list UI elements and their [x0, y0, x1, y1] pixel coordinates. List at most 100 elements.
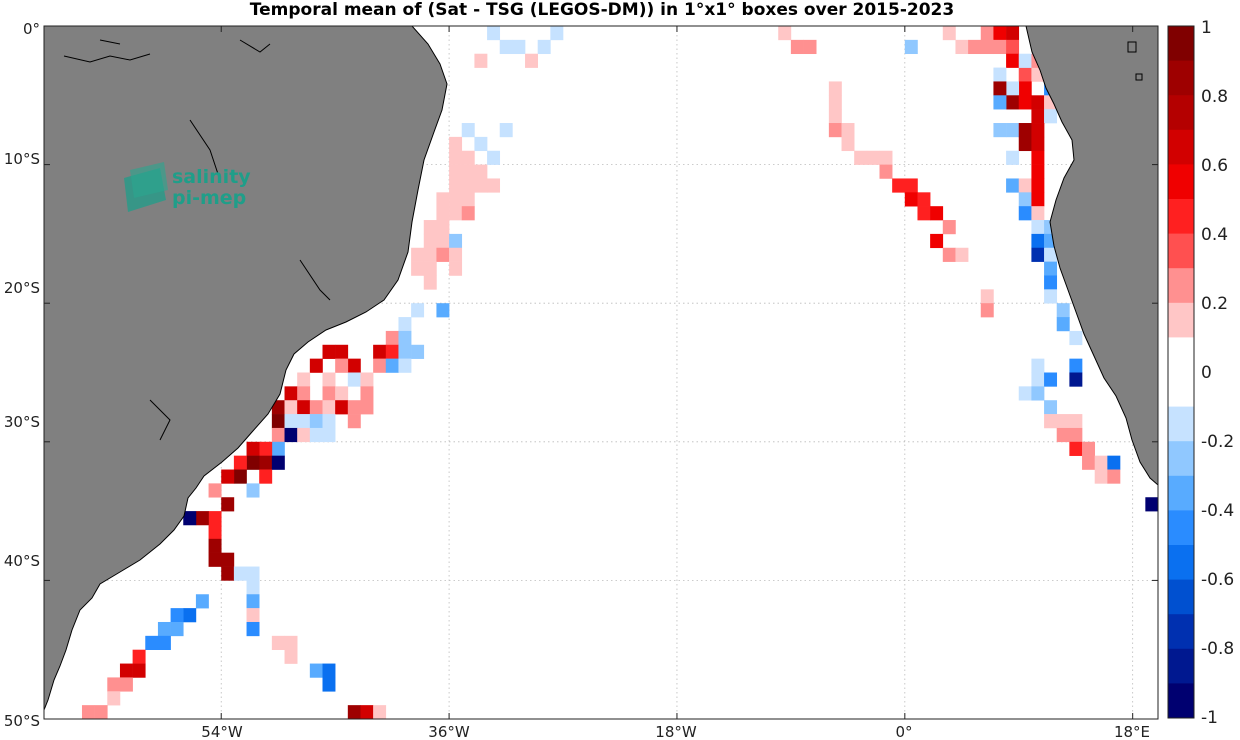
data-cell — [411, 303, 425, 318]
data-cell — [1069, 427, 1083, 443]
data-cell — [1069, 358, 1083, 373]
data-cell — [917, 192, 931, 207]
data-cell — [449, 206, 463, 221]
data-cell — [284, 635, 298, 650]
data-cell — [208, 483, 222, 498]
colorbar-label: 0 — [1201, 363, 1212, 383]
data-cell — [436, 206, 450, 221]
data-cell — [246, 594, 260, 609]
island — [1127, 41, 1137, 53]
africa-land — [1025, 26, 1158, 486]
data-cell — [1031, 178, 1045, 193]
data-cell — [993, 123, 1007, 138]
data-cell — [411, 247, 425, 262]
data-cell — [917, 206, 931, 221]
colorbar-swatch — [1168, 233, 1194, 269]
data-cell — [1094, 455, 1108, 470]
colorbar-label: -0.2 — [1201, 432, 1234, 452]
data-cell — [879, 150, 893, 165]
data-cell — [993, 95, 1007, 110]
data-cell — [461, 206, 475, 221]
data-cell — [347, 358, 361, 373]
colorbar-swatch — [1168, 475, 1194, 511]
data-cell — [1018, 192, 1032, 207]
data-cell — [828, 123, 842, 138]
data-cell — [1044, 275, 1058, 290]
colorbar-label: -0.6 — [1201, 570, 1234, 590]
data-cell — [1044, 289, 1058, 304]
data-cell — [284, 649, 298, 664]
data-cell — [322, 663, 336, 678]
data-cell — [309, 414, 323, 429]
data-cell — [322, 414, 336, 429]
data-cell — [297, 386, 311, 401]
data-cell — [335, 358, 349, 373]
lat-label: 30°S — [4, 413, 40, 431]
data-cell — [487, 150, 501, 165]
colorbar-swatch — [1168, 683, 1194, 719]
data-cell — [385, 358, 399, 373]
data-cell — [1006, 26, 1020, 41]
data-cell — [246, 566, 260, 581]
data-cell — [449, 261, 463, 276]
data-cell — [942, 247, 956, 262]
data-cell — [828, 81, 842, 96]
colorbar-swatch — [1168, 129, 1194, 165]
colorbar-label: -0.4 — [1201, 501, 1234, 521]
data-cell — [1018, 386, 1032, 401]
data-cell — [487, 178, 501, 193]
colorbar-label: 0.8 — [1201, 87, 1228, 107]
data-cell — [246, 441, 260, 456]
data-cell — [993, 39, 1007, 55]
data-cell — [1018, 206, 1032, 221]
data-cell — [246, 608, 260, 623]
data-cell — [132, 649, 146, 664]
lon-label: 18°W — [655, 723, 697, 740]
data-cell — [335, 400, 349, 415]
data-cell — [449, 164, 463, 179]
data-cell — [1082, 455, 1096, 470]
data-cell — [322, 427, 336, 443]
data-cell — [474, 53, 488, 68]
data-cell — [271, 427, 285, 443]
data-cell — [1107, 455, 1121, 470]
colorbar-swatch — [1168, 406, 1194, 442]
data-cell — [461, 178, 475, 193]
data-cell — [183, 511, 197, 526]
data-cell — [449, 247, 463, 262]
data-cell — [1069, 372, 1083, 387]
data-cell — [968, 39, 982, 55]
data-cell — [297, 427, 311, 443]
data-cell — [271, 400, 285, 415]
data-cells — [81, 26, 1158, 719]
data-cell — [297, 400, 311, 415]
data-cell — [423, 233, 437, 249]
data-cell — [1006, 39, 1020, 55]
data-cell — [208, 524, 222, 540]
axis-ticks — [44, 25, 1158, 720]
colorbar-swatch — [1168, 164, 1194, 200]
data-cell — [309, 400, 323, 415]
data-cell — [841, 136, 855, 152]
lon-label: 54°W — [201, 723, 243, 740]
data-cell — [347, 414, 361, 429]
data-cell — [360, 400, 374, 415]
data-cell — [550, 26, 564, 41]
map-title: Temporal mean of (Sat - TSG (LEGOS-DM)) … — [249, 0, 955, 20]
lat-label: 0° — [23, 20, 40, 38]
data-cell — [347, 372, 361, 387]
data-cell — [1006, 81, 1020, 96]
data-cell — [132, 663, 146, 678]
colorbar-label: -0.8 — [1201, 639, 1234, 659]
colorbar-swatches — [1168, 26, 1194, 719]
data-cell — [423, 220, 437, 235]
data-cell — [284, 386, 298, 401]
data-cell — [854, 150, 868, 165]
data-cell — [157, 635, 171, 650]
data-cell — [398, 330, 412, 346]
colorbar-swatch — [1168, 648, 1194, 684]
data-cell — [1094, 469, 1108, 484]
colorbar-labels: 1 0.8 0.6 0.4 0.2 0 -0.2 -0.4 -0.6 -0.8 … — [1201, 18, 1234, 728]
data-cell — [309, 663, 323, 678]
data-cell — [221, 566, 235, 581]
